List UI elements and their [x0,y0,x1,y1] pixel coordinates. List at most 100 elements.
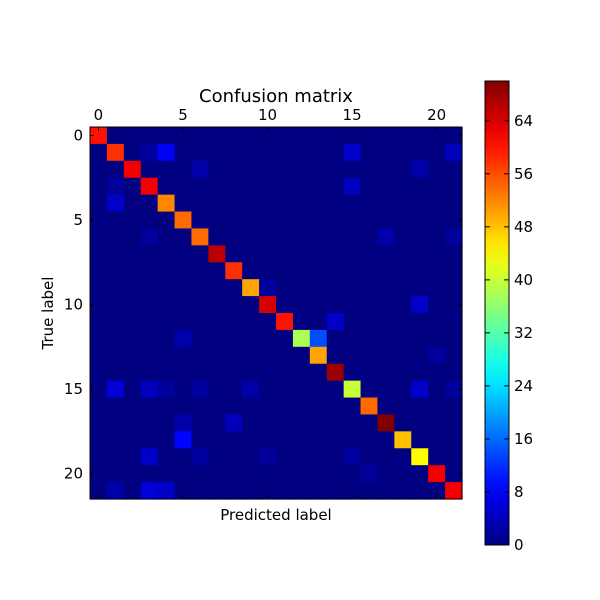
matrix-cell-r2-c9 [242,160,260,179]
matrix-cell-r9-c3 [140,279,159,297]
matrix-cell-r12-c17 [377,329,395,348]
matrix-cell-r21-c2 [123,482,142,500]
matrix-cell-r18-c3 [140,431,159,449]
matrix-cell-r17-c15 [343,414,362,432]
matrix-cells [90,127,463,500]
matrix-cell-r7-c20 [428,245,446,263]
matrix-cell-r16-c15 [343,397,362,416]
matrix-cell-r0-c9 [242,127,260,145]
matrix-cell-r15-c1 [106,380,125,399]
matrix-cell-r17-c13 [309,414,328,432]
matrix-cell-r16-c3 [140,397,159,416]
matrix-cell-r21-c20 [428,482,446,500]
matrix-cell-r14-c1 [106,363,125,382]
matrix-cell-r16-c20 [428,397,446,416]
matrix-cell-r5-c19 [411,211,429,230]
matrix-cell-r20-c10 [259,465,277,483]
matrix-cell-r6-c6 [191,228,209,246]
matrix-cell-r3-c13 [309,177,328,196]
matrix-cell-r19-c5 [174,448,193,466]
matrix-cell-r20-c21 [445,465,463,483]
matrix-cell-r1-c6 [191,143,209,162]
matrix-cell-r0-c4 [157,127,176,145]
matrix-cell-r9-c13 [309,279,328,297]
matrix-cell-r18-c7 [208,431,226,449]
matrix-cell-r5-c3 [140,211,159,230]
matrix-cell-r9-c19 [411,279,429,297]
matrix-cell-r15-c15 [343,380,362,399]
matrix-cell-r0-c12 [292,127,311,145]
matrix-cell-r7-c9 [242,245,260,263]
matrix-cell-r5-c9 [242,211,260,230]
matrix-cell-r2-c12 [292,160,311,179]
matrix-cell-r10-c3 [140,296,159,314]
matrix-cell-r4-c20 [428,194,446,213]
matrix-cell-r10-c15 [343,296,362,314]
matrix-cell-r8-c6 [191,262,209,280]
matrix-cell-r11-c16 [360,313,379,331]
matrix-cell-r18-c16 [360,431,379,449]
matrix-cell-r11-c21 [445,313,463,331]
matrix-cell-r17-c10 [259,414,277,432]
matrix-cell-r14-c13 [309,363,328,382]
matrix-cell-r19-c3 [140,448,159,466]
matrix-cell-r14-c7 [208,363,226,382]
matrix-cell-r0-c7 [208,127,226,145]
matrix-cell-r0-c8 [225,127,243,145]
matrix-cell-r11-c3 [140,313,159,331]
matrix-cell-r4-c15 [343,194,362,213]
matrix-cell-r18-c12 [292,431,311,449]
matrix-cell-r18-c17 [377,431,395,449]
matrix-cell-r4-c6 [191,194,209,213]
matrix-cell-r15-c12 [292,380,311,399]
matrix-cell-r8-c4 [157,262,176,280]
matrix-cell-r4-c5 [174,194,193,213]
matrix-cell-r15-c6 [191,380,209,399]
matrix-cell-r6-c16 [360,228,379,246]
matrix-cell-r11-c11 [276,313,294,331]
matrix-cell-r11-c17 [377,313,395,331]
matrix-cell-r19-c11 [276,448,294,466]
matrix-cell-r8-c2 [123,262,142,280]
matrix-cell-r0-c21 [445,127,463,145]
matrix-cell-r6-c14 [326,228,345,246]
matrix-cell-r8-c3 [140,262,159,280]
matrix-cell-r3-c3 [140,177,159,196]
matrix-ticks: 0 5 10 15 20 0 5 10 15 20 [64,106,462,499]
matrix-cell-r3-c11 [276,177,294,196]
matrix-cell-r1-c11 [276,143,294,162]
matrix-cell-r5-c5 [174,211,193,230]
matrix-cell-r16-c17 [377,397,395,416]
matrix-cell-r9-c7 [208,279,226,297]
matrix-cell-r14-c20 [428,363,446,382]
matrix-cell-r9-c17 [377,279,395,297]
matrix-cell-r21-c19 [411,482,429,500]
matrix-cell-r16-c5 [174,397,193,416]
matrix-cell-r20-c14 [326,465,345,483]
matrix-cell-r12-c9 [242,329,260,348]
matrix-cell-r21-c16 [360,482,379,500]
matrix-cell-r21-c14 [326,482,345,500]
matrix-cell-r14-c19 [411,363,429,382]
matrix-cell-r10-c9 [242,296,260,314]
matrix-cell-r2-c1 [106,160,125,179]
matrix-cell-r14-c8 [225,363,243,382]
matrix-cell-r2-c7 [208,160,226,179]
matrix-cell-r16-c11 [276,397,294,416]
matrix-cell-r11-c15 [343,313,362,331]
matrix-cell-r5-c17 [377,211,395,230]
matrix-cell-r7-c6 [191,245,209,263]
matrix-cell-r17-c6 [191,414,209,432]
matrix-cell-r1-c14 [326,143,345,162]
matrix-cell-r8-c11 [276,262,294,280]
matrix-cell-r7-c7 [208,245,226,263]
matrix-cell-r18-c10 [259,431,277,449]
matrix-cell-r3-c19 [411,177,429,196]
matrix-cell-r13-c0 [90,346,108,365]
matrix-cell-r13-c6 [191,346,209,365]
matrix-cell-r8-c20 [428,262,446,280]
matrix-cell-r8-c10 [259,262,277,280]
matrix-cell-r10-c10 [259,296,277,314]
colorbar-tick-label-48: 48 [514,218,533,236]
matrix-cell-r13-c17 [377,346,395,365]
